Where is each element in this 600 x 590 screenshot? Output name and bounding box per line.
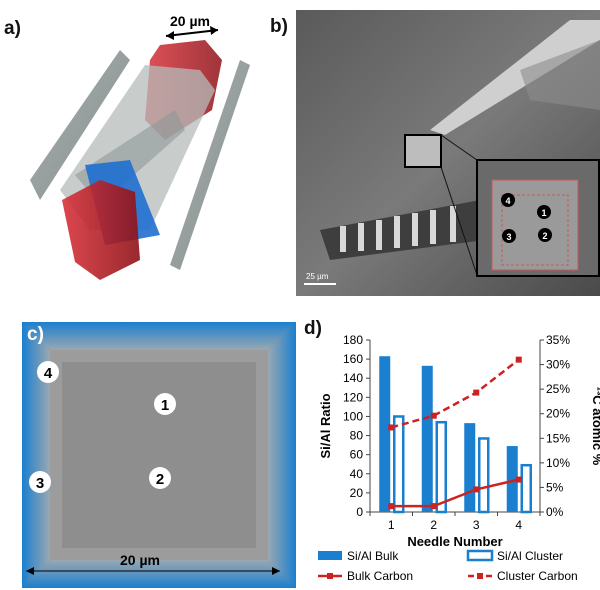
legend-label-bulk: Si/Al Bulk bbox=[347, 549, 399, 563]
legend-label-cluster: Si/Al Cluster bbox=[497, 549, 563, 563]
line-bulk-carbon bbox=[391, 478, 520, 508]
panel-a-label: a) bbox=[4, 18, 21, 39]
line-cluster-carbon bbox=[390, 358, 520, 429]
sem-needle bbox=[430, 20, 600, 135]
y-tick-label-right: 35% bbox=[546, 333, 570, 347]
line-bulk-carbon-point bbox=[430, 503, 437, 510]
y-tick-label-right: 10% bbox=[546, 456, 570, 470]
bar-si-al-bulk bbox=[421, 365, 433, 512]
sem-image: 4 1 3 2 25 µm bbox=[296, 10, 600, 296]
scale-label-a: 20 µm bbox=[170, 13, 210, 29]
inset-marker-4: 4 bbox=[501, 193, 515, 207]
x-axis-label: Needle Number bbox=[407, 534, 502, 549]
line-cluster-carbon-point bbox=[515, 356, 522, 363]
y-tick-label-right: 5% bbox=[546, 480, 564, 494]
panel-b-label: b) bbox=[270, 16, 288, 37]
bar-si-al-cluster bbox=[435, 420, 447, 514]
panel-a: a) 20 µm bbox=[0, 0, 270, 300]
y-tick-label-left: 0 bbox=[356, 505, 363, 519]
map-marker-2: 2 bbox=[149, 467, 171, 489]
legend-marker-cluster-carbon bbox=[477, 573, 483, 579]
inset-marker-3: 3 bbox=[502, 229, 516, 243]
bar-si-al-cluster bbox=[478, 437, 490, 514]
svg-text:4: 4 bbox=[44, 365, 53, 382]
gray-sheet-left bbox=[30, 50, 130, 200]
panel-d-label: d) bbox=[304, 318, 322, 339]
line-bulk-carbon-point bbox=[473, 486, 480, 493]
y-tick-label-left: 180 bbox=[343, 333, 363, 347]
legend-swatch-bulk bbox=[318, 551, 342, 560]
y-tick-label-left: 60 bbox=[350, 448, 364, 462]
line-cluster-carbon-point bbox=[388, 424, 395, 431]
y-axis-label-right: ¹³C atomic % bbox=[590, 387, 600, 466]
y-tick-label-left: 80 bbox=[350, 429, 364, 443]
svg-text:2: 2 bbox=[542, 231, 547, 241]
legend-label-cluster-carbon: Cluster Carbon bbox=[497, 569, 578, 583]
y-tick-label-left: 40 bbox=[350, 467, 364, 481]
svg-text:1: 1 bbox=[161, 397, 169, 414]
y-axis-label-left: Si/Al Ratio bbox=[318, 393, 333, 458]
scalebar-b-label: 25 µm bbox=[306, 272, 329, 281]
y-tick-label-left: 160 bbox=[343, 352, 363, 366]
bar-si-al-bulk bbox=[506, 446, 518, 512]
legend-marker-bulk-carbon bbox=[327, 573, 333, 579]
svg-text:3: 3 bbox=[506, 232, 511, 242]
legend-label-bulk-carbon: Bulk Carbon bbox=[347, 569, 413, 583]
x-tick-label: 1 bbox=[388, 518, 395, 532]
scale-arrow bbox=[165, 29, 219, 37]
y-tick-label-left: 100 bbox=[343, 409, 363, 423]
y-tick-label-right: 25% bbox=[546, 382, 570, 396]
bar-si-al-bulk bbox=[464, 423, 476, 512]
map-marker-3: 3 bbox=[29, 471, 51, 493]
line-bulk-carbon-point bbox=[515, 476, 522, 483]
panel-b: b) 4 bbox=[270, 0, 600, 300]
y-tick-label-right: 30% bbox=[546, 358, 570, 372]
line-cluster-carbon-point bbox=[473, 389, 480, 396]
svg-text:4: 4 bbox=[505, 196, 510, 206]
red-prism-bottom bbox=[62, 180, 140, 280]
svg-text:1: 1 bbox=[541, 208, 546, 218]
bar-si-al-bulk bbox=[379, 356, 391, 512]
inset-marker-2: 2 bbox=[538, 228, 552, 242]
y-tick-label-left: 140 bbox=[343, 371, 363, 385]
cluster-map: 4 1 3 2 20 µm bbox=[22, 322, 296, 588]
gray-sheet-right bbox=[170, 60, 250, 270]
panel-c: 4 1 3 2 20 µm c) bbox=[0, 310, 300, 590]
map-marker-4: 4 bbox=[37, 361, 59, 383]
sem-liftout-box bbox=[404, 134, 442, 168]
inset-marker-1: 1 bbox=[537, 205, 551, 219]
svg-text:2: 2 bbox=[156, 471, 164, 488]
y-tick-label-right: 0% bbox=[546, 505, 564, 519]
y-tick-label-left: 120 bbox=[343, 390, 363, 404]
map-marker-1: 1 bbox=[154, 393, 176, 415]
legend-swatch-cluster bbox=[466, 549, 494, 562]
x-tick-label: 2 bbox=[430, 518, 437, 532]
y-tick-label-right: 20% bbox=[546, 407, 570, 421]
crystal-3d-render: 20 µm bbox=[30, 13, 250, 280]
panel-d: d) 0 20 40 60 80 100 120 140 160 180 0% 5% 10% 15% 20%… bbox=[300, 310, 600, 590]
line-cluster-carbon-point bbox=[430, 412, 437, 419]
chart-svg: 0 20 40 60 80 100 120 140 160 180 0% 5% 10% 15% 20% 25%… bbox=[318, 333, 600, 583]
panel-c-label: c) bbox=[27, 324, 44, 345]
line-bulk-carbon-point bbox=[388, 503, 395, 510]
x-tick-label: 4 bbox=[515, 518, 522, 532]
svg-text:3: 3 bbox=[36, 475, 44, 492]
y-tick-label-right: 15% bbox=[546, 431, 570, 445]
bar-si-al-cluster bbox=[393, 415, 405, 514]
bar-si-al-cluster bbox=[520, 463, 532, 514]
y-tick-label-left: 20 bbox=[350, 486, 364, 500]
x-tick-label: 3 bbox=[473, 518, 480, 532]
scale-label-c: 20 µm bbox=[120, 552, 160, 568]
